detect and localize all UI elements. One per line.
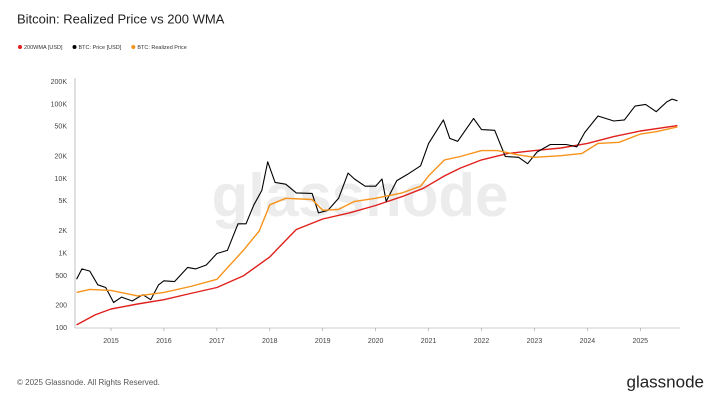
y-tick-label: 100K [51, 101, 68, 108]
watermark: glassnode [212, 162, 509, 229]
y-tick-label: 10K [55, 176, 68, 183]
y-tick-label: 200 [55, 302, 67, 309]
legend-label: 200WMA [USD] [24, 45, 63, 51]
legend-marker [18, 45, 22, 49]
legend-marker [131, 45, 136, 49]
footer: © 2025 Glassnode. All Rights Reserved. [17, 378, 160, 387]
y-tick-label: 20K [55, 153, 68, 160]
x-tick-label: 2017 [209, 338, 225, 345]
y-tick-label: 2K [58, 228, 67, 235]
x-tick-label: 2016 [156, 338, 172, 345]
x-tick-label: 2015 [103, 338, 119, 345]
x-tick-label: 2023 [527, 338, 543, 345]
chart-title: Bitcoin: Realized Price vs 200 WMA [17, 11, 225, 26]
x-tick-label: 2024 [580, 338, 596, 345]
legend-label: BTC: Price [USD] [79, 45, 122, 51]
legend-marker [72, 45, 77, 49]
y-tick-label: 50K [55, 124, 68, 131]
series-line [76, 126, 678, 297]
y-tick-label: 100 [55, 325, 67, 332]
x-tick-label: 2025 [633, 338, 649, 345]
x-tick-label: 2020 [368, 338, 384, 345]
x-tick-label: 2019 [315, 338, 331, 345]
legend: 200WMA [USD] BTC: Price [USD] BTC: Realize… [18, 45, 187, 51]
y-tick-label: 5K [58, 198, 67, 205]
y-tick-label: 1K [58, 250, 67, 257]
y-tick-label: 500 [55, 273, 67, 280]
series-line [76, 124, 678, 326]
series-line [76, 98, 678, 304]
x-tick-label: 2018 [262, 338, 278, 345]
y-tick-label: 200K [51, 79, 68, 86]
x-tick-label: 2022 [474, 338, 490, 345]
legend-label: BTC: Realized Price [137, 45, 187, 51]
x-tick-label: 2021 [421, 338, 437, 345]
logo: glassnode [626, 372, 704, 391]
